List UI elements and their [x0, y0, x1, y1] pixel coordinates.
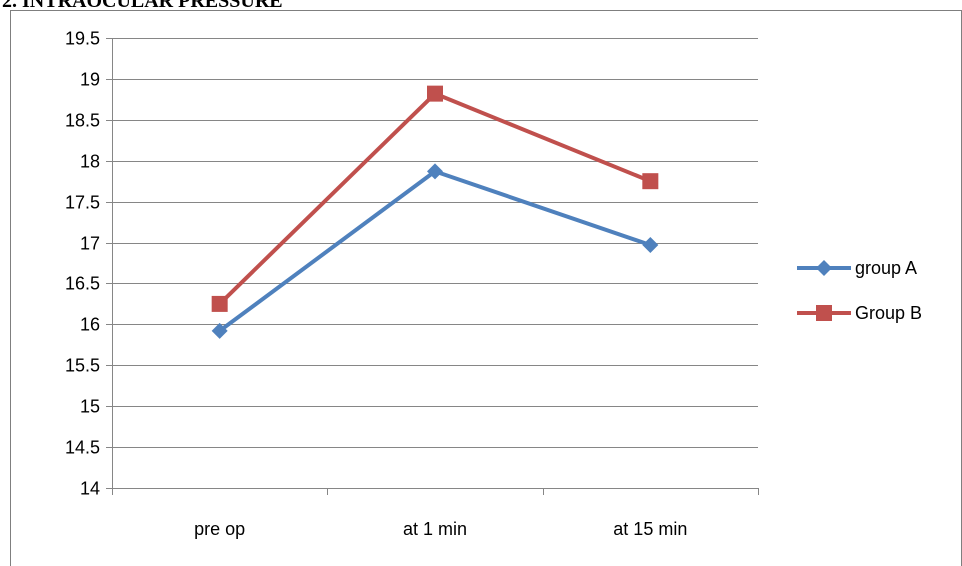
x-tick-label: at 1 min [403, 519, 467, 539]
legend-label: Group B [855, 303, 922, 323]
data-point [427, 85, 443, 102]
data-point [211, 295, 228, 312]
series-1 [211, 163, 659, 339]
legend-item: Group B [797, 303, 922, 323]
data-point [642, 173, 659, 190]
data-point [427, 163, 443, 180]
y-axis: 14 14.5 15 15.5 16 16.5 17 17.5 18 18.5 19 19.5 [65, 29, 113, 499]
series-2 [211, 85, 659, 312]
y-tick-label: 14.5 [65, 438, 100, 458]
x-tick-label: at 15 min [613, 519, 687, 539]
y-tick-label: 16.5 [65, 274, 100, 294]
y-tick-label: 16 [80, 315, 100, 335]
y-tick-label: 18 [80, 152, 100, 172]
y-tick-label: 14 [80, 479, 100, 499]
y-tick-label: 17 [80, 234, 100, 254]
chart-border [10, 10, 962, 566]
y-tick-label: 17.5 [65, 193, 100, 213]
y-tick-label: 19 [80, 70, 100, 90]
y-tick-label: 15.5 [65, 356, 100, 376]
y-tick-label: 15 [80, 397, 100, 417]
legend-marker [816, 260, 832, 276]
page-title: 2. INTRAOCULAR PRESSURE [2, 0, 283, 12]
y-tick-label: 19.5 [65, 29, 100, 49]
y-tick-label: 18.5 [65, 111, 100, 131]
legend-marker [816, 305, 832, 321]
x-tick-label: pre op [194, 519, 245, 539]
legend-label: group A [855, 258, 917, 278]
gridlines [112, 38, 758, 489]
series-line [217, 169, 653, 333]
legend: group A Group B [797, 258, 922, 323]
series-layer [211, 85, 659, 339]
series-line [217, 91, 653, 306]
data-point [211, 322, 228, 339]
legend-item: group A [797, 258, 917, 278]
data-point [642, 237, 659, 253]
x-axis: pre op at 1 min at 15 min [112, 488, 759, 539]
